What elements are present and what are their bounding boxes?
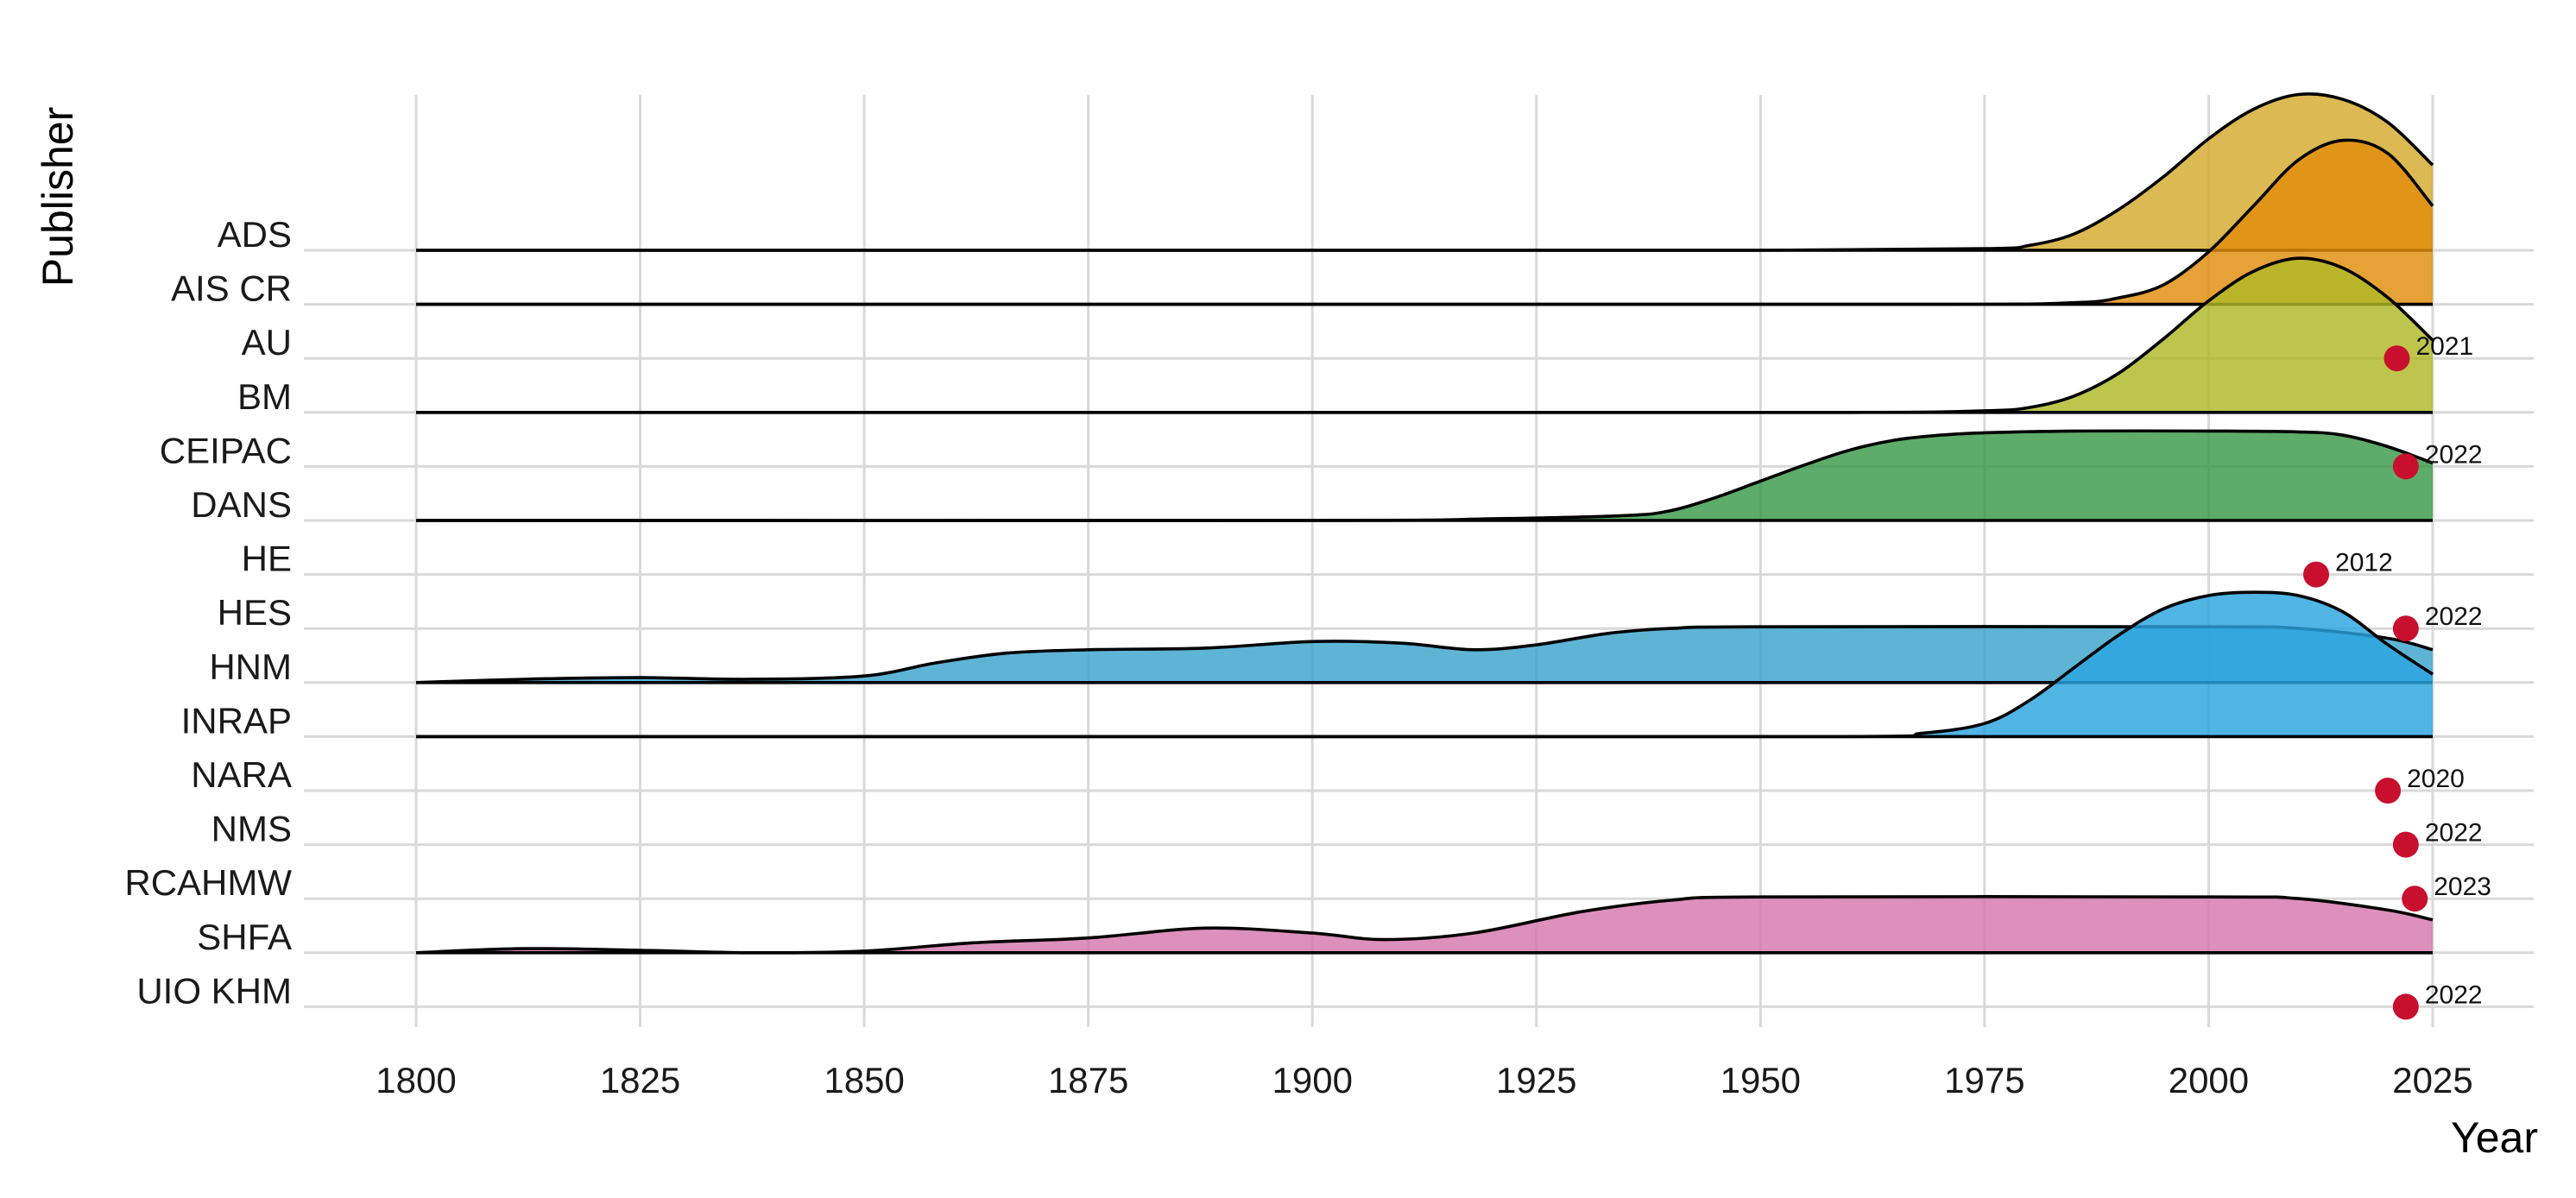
x-tick-1875: 1875	[1048, 1060, 1128, 1100]
point-uio-khm: 2022	[2392, 980, 2483, 1020]
y-tick-inrap: INRAP	[181, 700, 292, 741]
ridge-area-bm	[416, 258, 2433, 413]
y-tick-ceipac: CEIPAC	[160, 430, 292, 470]
x-tick-1825: 1825	[600, 1060, 680, 1100]
point-label-nms: 2022	[2425, 819, 2483, 848]
y-tick-uio-khm: UIO KHM	[136, 970, 292, 1011]
ridge-inrap	[416, 590, 2434, 739]
ridge-ads	[416, 92, 2434, 252]
point-hes: 2022	[2392, 602, 2483, 642]
point-label-ceipac: 2022	[2425, 440, 2483, 469]
y-tick-he: HE	[242, 539, 292, 579]
y-tick-nms: NMS	[212, 809, 292, 849]
ridge-dans	[415, 429, 2434, 522]
ridge-shfa	[415, 895, 2434, 955]
x-tick-labels: 1800 1825 1850 1875 1900 1925 1950 1975 2000 2025	[376, 1060, 2472, 1100]
point-au: 2021	[2383, 332, 2473, 372]
ridge-bm	[416, 256, 2434, 414]
y-tick-nara: NARA	[191, 754, 292, 795]
y-tick-hnm: HNM	[209, 646, 292, 687]
x-tick-1850: 1850	[824, 1060, 904, 1100]
point-marker-nara	[2375, 778, 2402, 804]
point-label-uio-khm: 2022	[2425, 980, 2483, 1009]
y-tick-ais-cr: AIS CR	[171, 268, 292, 309]
y-tick-shfa: SHFA	[197, 917, 292, 957]
ridge-area-shfa	[416, 896, 2433, 953]
ridge-area-ads	[416, 93, 2433, 251]
y-axis-title: Publisher	[34, 107, 82, 287]
y-tick-bm: BM	[237, 376, 292, 417]
point-marker-uio-khm	[2392, 993, 2419, 1020]
point-label-he: 2012	[2335, 549, 2393, 577]
point-marker-rcahmw	[2402, 886, 2428, 912]
point-marker-au	[2383, 345, 2410, 372]
y-tick-labels: ADS AIS CR AU BM CEIPAC DANS HE HES HNM INRAP NARA…	[124, 214, 292, 1011]
x-tick-1950: 1950	[1720, 1060, 1801, 1100]
x-tick-1975: 1975	[1944, 1060, 2024, 1100]
x-tick-1925: 1925	[1496, 1060, 1576, 1100]
point-label-rcahmw: 2023	[2434, 873, 2491, 901]
point-label-au: 2021	[2415, 332, 2473, 361]
ridge-area-hnm	[416, 626, 2433, 683]
density-ridges	[415, 92, 2434, 955]
y-tick-ads: ADS	[218, 214, 292, 255]
point-marker-ceipac	[2392, 453, 2419, 480]
point-ceipac: 2022	[2392, 440, 2483, 480]
x-tick-2025: 2025	[2392, 1060, 2472, 1100]
x-tick-1800: 1800	[376, 1060, 456, 1100]
point-marker-he	[2303, 561, 2330, 588]
ridge-area-dans	[416, 431, 2433, 521]
x-axis-title: Year	[2451, 1113, 2538, 1162]
point-label-hes: 2022	[2425, 602, 2483, 631]
y-tick-au: AU	[242, 322, 292, 363]
x-tick-2000: 2000	[2169, 1060, 2249, 1100]
x-tick-1900: 1900	[1272, 1060, 1353, 1100]
point-nms: 2022	[2392, 819, 2483, 858]
ridge-area-inrap	[416, 592, 2433, 737]
y-tick-hes: HES	[218, 592, 292, 633]
y-tick-dans: DANS	[191, 484, 292, 525]
single-year-points: 2021 2022 2012 2022 2020 2022 2023 2022	[2303, 332, 2491, 1020]
point-marker-nms	[2392, 831, 2419, 858]
point-label-nara: 2020	[2407, 765, 2465, 793]
y-tick-rcahmw: RCAHMW	[124, 862, 292, 903]
point-marker-hes	[2392, 615, 2419, 642]
point-he: 2012	[2303, 549, 2393, 588]
point-rcahmw: 2023	[2402, 873, 2491, 912]
point-nara: 2020	[2375, 765, 2465, 804]
